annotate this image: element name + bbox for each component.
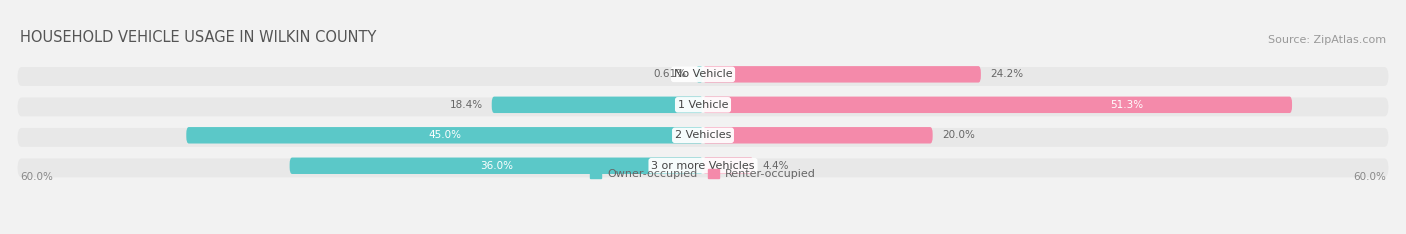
Text: 36.0%: 36.0% — [479, 161, 513, 171]
Text: 60.0%: 60.0% — [20, 172, 52, 182]
Text: 3 or more Vehicles: 3 or more Vehicles — [651, 161, 755, 171]
Text: 45.0%: 45.0% — [429, 130, 461, 140]
FancyBboxPatch shape — [703, 66, 981, 83]
Text: 2 Vehicles: 2 Vehicles — [675, 130, 731, 140]
Text: 51.3%: 51.3% — [1111, 100, 1143, 110]
Text: No Vehicle: No Vehicle — [673, 69, 733, 79]
FancyBboxPatch shape — [17, 128, 1389, 147]
Text: 24.2%: 24.2% — [990, 69, 1024, 79]
Text: 4.4%: 4.4% — [762, 161, 789, 171]
FancyBboxPatch shape — [17, 67, 1389, 86]
FancyBboxPatch shape — [703, 157, 754, 174]
Text: 0.61%: 0.61% — [654, 69, 686, 79]
Text: 60.0%: 60.0% — [1354, 172, 1386, 182]
FancyBboxPatch shape — [17, 158, 1389, 177]
Text: 20.0%: 20.0% — [942, 130, 974, 140]
Text: 18.4%: 18.4% — [450, 100, 482, 110]
Text: HOUSEHOLD VEHICLE USAGE IN WILKIN COUNTY: HOUSEHOLD VEHICLE USAGE IN WILKIN COUNTY — [20, 30, 377, 45]
FancyBboxPatch shape — [696, 66, 703, 83]
FancyBboxPatch shape — [492, 97, 703, 113]
FancyBboxPatch shape — [290, 157, 703, 174]
Text: 1 Vehicle: 1 Vehicle — [678, 100, 728, 110]
FancyBboxPatch shape — [186, 127, 703, 143]
Text: Source: ZipAtlas.com: Source: ZipAtlas.com — [1268, 35, 1386, 45]
Legend: Owner-occupied, Renter-occupied: Owner-occupied, Renter-occupied — [586, 164, 820, 183]
FancyBboxPatch shape — [703, 97, 1292, 113]
FancyBboxPatch shape — [17, 98, 1389, 116]
FancyBboxPatch shape — [703, 127, 932, 143]
